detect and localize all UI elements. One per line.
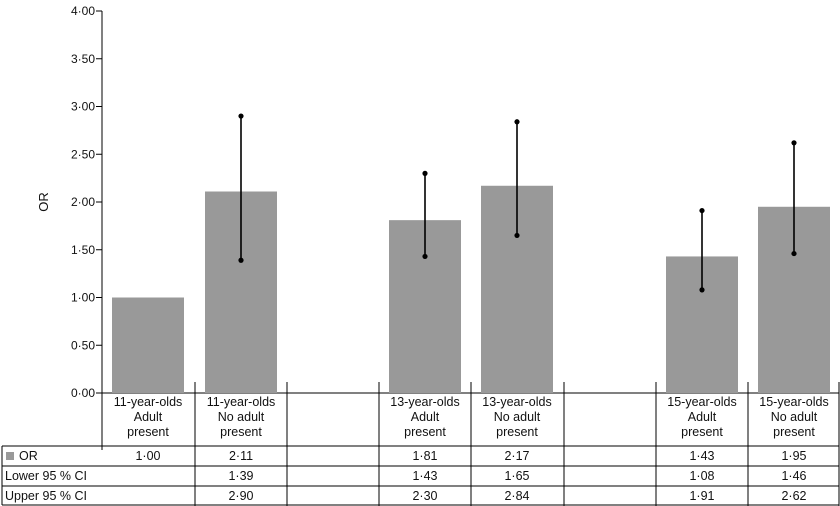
category-label-line: Adult [411, 410, 440, 424]
error-bar-upper-cap [238, 113, 244, 119]
error-bar-upper-cap [699, 207, 705, 214]
table-row-label: OR [19, 449, 38, 463]
category-label-line: present [496, 425, 538, 439]
error-bar-lower-cap [514, 232, 520, 239]
y-axis-ticks: 0·00 0·50 1·00 1·50 2·00 2·50 3·00 3·50 4·00 [71, 4, 102, 400]
table-cell: 1·43 [689, 449, 714, 463]
y-tick-label: 1·50 [71, 243, 95, 257]
category-label-line: Adult [688, 410, 717, 424]
category-label-line: present [681, 425, 723, 439]
table-cell: 1·65 [504, 469, 529, 483]
category-label-line: No adult [494, 410, 541, 424]
error-bar-upper-cap [791, 140, 797, 146]
table-cell: 2·17 [504, 449, 529, 463]
y-tick-label: 3·00 [71, 100, 95, 114]
y-tick-label: 1·00 [71, 291, 95, 305]
table-row-label: Upper 95 % CI [5, 489, 87, 503]
table-cell: 2·90 [228, 489, 253, 503]
y-tick-label: 0·50 [71, 338, 95, 352]
category-label-line: present [127, 425, 169, 439]
error-bar-upper-cap [422, 170, 428, 176]
table-cell: 1·00 [135, 449, 160, 463]
y-tick-label: 0·00 [71, 386, 95, 400]
bars [112, 185, 830, 393]
table-cell: 1·46 [781, 469, 806, 483]
error-bar-upper-cap [514, 119, 520, 125]
data-table: OR 1·00 2·11 1·81 2·17 1·43 1·95 Lower 95 % CI 1… [1, 445, 839, 506]
table-cell: 1·95 [781, 449, 806, 463]
y-tick-label: 2·00 [71, 195, 95, 209]
category-label-line: 15-year-olds [667, 395, 736, 409]
y-axis-label: OR [36, 192, 51, 212]
category-label-line: 15-year-olds [759, 395, 828, 409]
y-tick-label: 3·50 [71, 52, 95, 66]
table-cell: 1·43 [412, 469, 437, 483]
category-label-line: present [773, 425, 815, 439]
category-label-line: Adult [134, 410, 163, 424]
table-cell: 1·91 [689, 489, 714, 503]
error-bar-lower-cap [422, 253, 428, 260]
y-tick-label: 4·00 [71, 4, 95, 18]
error-bar-lower-cap [791, 250, 797, 257]
table-cell: 2·11 [229, 449, 253, 463]
category-label-line: present [404, 425, 446, 439]
error-bars [238, 113, 797, 293]
category-label-line: 11-year-olds [114, 395, 183, 409]
category-label-line: 11-year-olds [207, 395, 276, 409]
error-bar-lower-cap [238, 257, 244, 263]
legend-swatch [6, 452, 14, 460]
table-cell: 1·39 [228, 469, 253, 483]
table-cell: 2·62 [781, 489, 806, 503]
table-cell: 2·84 [504, 489, 529, 503]
category-label-line: No adult [218, 410, 265, 424]
category-label-line: 13-year-olds [482, 395, 551, 409]
category-label-line: No adult [771, 410, 818, 424]
table-cell: 1·08 [689, 469, 714, 483]
table-row-label: Lower 95 % CI [5, 469, 87, 483]
bar [112, 297, 184, 393]
table-cell: 1·81 [412, 449, 437, 463]
error-bar-lower-cap [699, 287, 705, 293]
y-tick-label: 2·50 [71, 147, 95, 161]
category-label-line: present [220, 425, 262, 439]
table-cell: 2·30 [412, 489, 437, 503]
category-label-line: 13-year-olds [390, 395, 459, 409]
